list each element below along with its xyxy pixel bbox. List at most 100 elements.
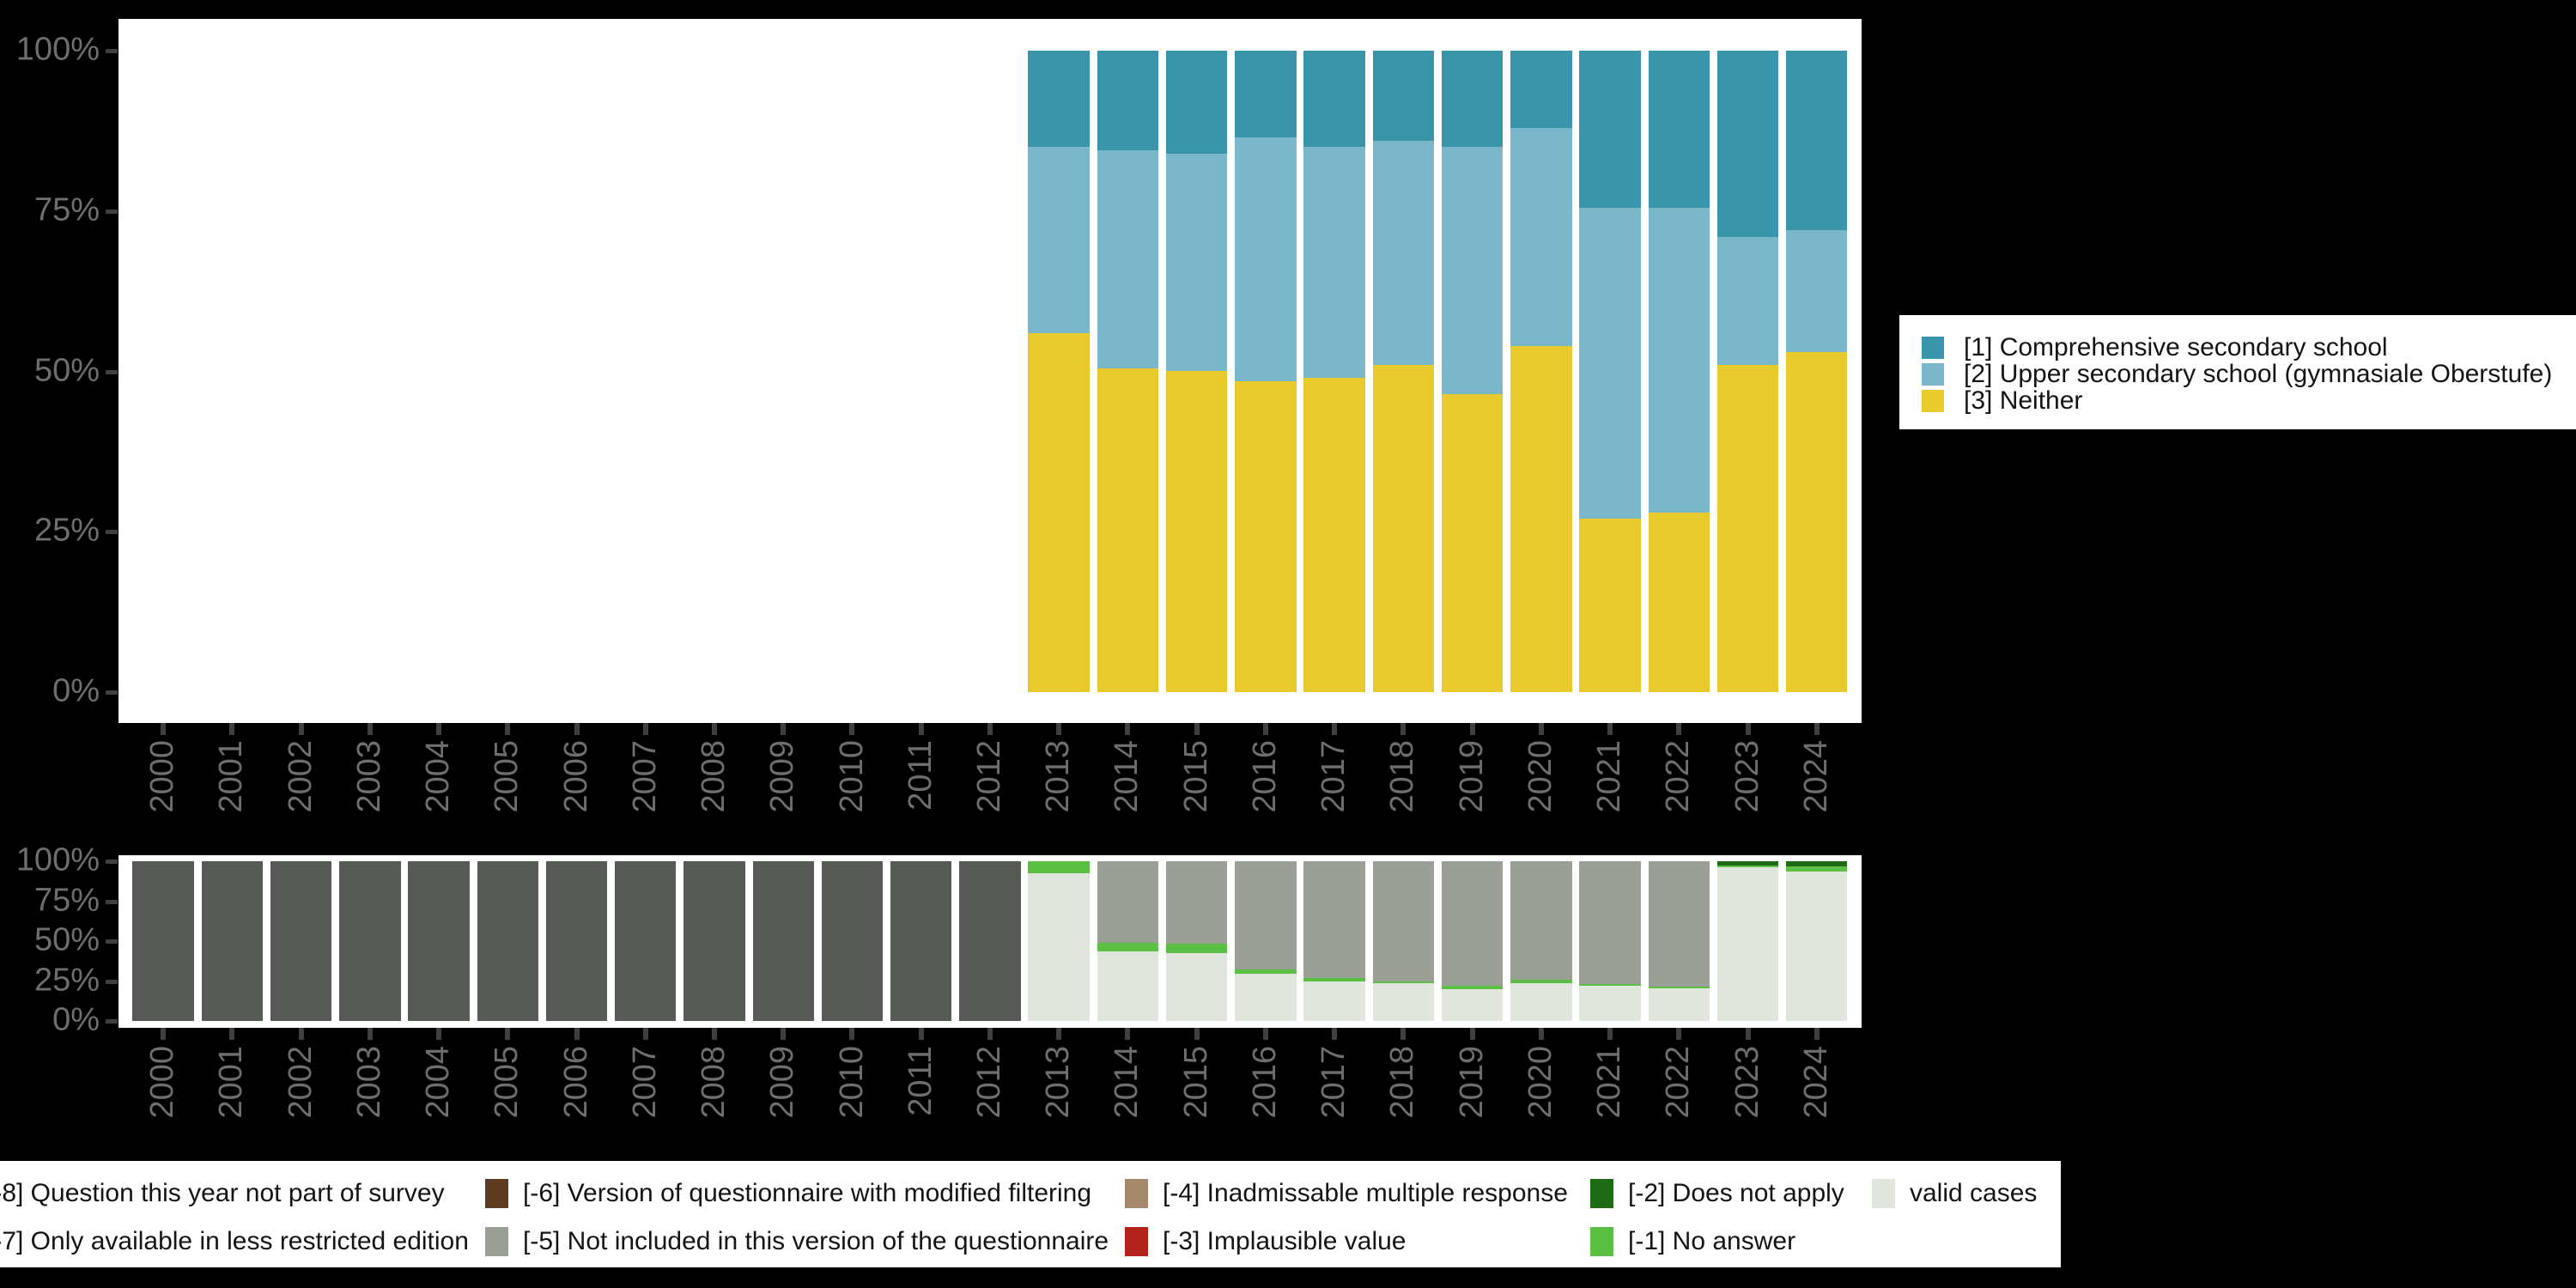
bar-slot-2001 [197,51,266,692]
x-axis-label-2024: 2024 [1797,1046,1834,1119]
bar-slot-2024 [1783,861,1851,1021]
bar-segment [1648,987,1710,1021]
bar-segment [477,861,538,1021]
bar-segment [1235,861,1297,970]
x-axis-tick [367,723,373,735]
x-axis-tick [1538,1028,1544,1040]
legend-label: [-3] Implausible value [1163,1227,1406,1255]
x-axis-label-2007: 2007 [626,740,663,813]
x-axis-label-2020: 2020 [1522,740,1558,813]
bar-2014 [1097,861,1159,1021]
x-axis-tick [987,1028,993,1040]
bar-segment [1786,861,1848,866]
bar-2018 [1372,861,1435,1021]
bar-2018 [1372,51,1435,692]
legend-label: [-1] No answer [1628,1227,1796,1255]
missing-values-x-ticks [118,1028,1862,1040]
bar-slot-2017 [1300,51,1369,692]
x-axis-label-2002: 2002 [282,1046,319,1119]
bar-slot-2010 [817,861,886,1021]
y-axis-tick [106,530,118,535]
x-axis-label-2020: 2020 [1522,1046,1558,1119]
bar-segment [1648,208,1710,513]
bar-slot-2010 [817,51,886,692]
x-axis-label-2009: 2009 [764,1046,801,1119]
bar-slot-2020 [1507,861,1576,1021]
bar-segment [1028,147,1090,333]
legend-label: [3] Neither [1964,386,2083,415]
x-axis-tick [1469,723,1475,735]
bar-slot-2007 [611,51,680,692]
legend-entry: [2] Upper secondary school (gymnasiale O… [1922,359,2576,388]
bar-segment [1786,51,1848,231]
x-axis-tick [1056,1028,1062,1040]
y-axis-tick [106,860,118,864]
y-axis-label: 75% [33,882,100,919]
legend-entry: valid cases [1872,1178,2037,1209]
x-axis-label-2000: 2000 [144,1046,181,1119]
x-axis-label-2019: 2019 [1453,1046,1490,1119]
bar-slot-2000 [129,861,197,1021]
x-axis-label-2019: 2019 [1453,740,1490,813]
bar-2017 [1303,861,1365,1021]
legend-label: [2] Upper secondary school (gymnasiale O… [1964,359,2553,388]
school-type-x-ticks [118,723,1862,735]
y-axis-tick [106,1019,118,1024]
legend-column: [-6] Version of questionnaire with modif… [485,1161,1109,1267]
bar-slot-2019 [1437,51,1506,692]
bar-slot-2003 [336,861,404,1021]
x-axis-tick [849,1028,855,1040]
bar-segment [1372,51,1435,141]
bar-2020 [1510,861,1572,1021]
bar-slot-2011 [887,861,956,1021]
category-legend: [1] Comprehensive secondary school [2] Up… [1899,315,2576,429]
x-axis-tick [505,1028,511,1040]
x-axis-tick [1607,723,1613,735]
bar-2024 [1786,861,1848,1021]
bar-slot-2018 [1369,51,1437,692]
x-axis-label-2005: 2005 [489,740,526,813]
bar-segment [1028,861,1090,873]
x-axis-tick [436,723,442,735]
y-axis-tick [106,939,118,944]
bar-segment [1165,861,1228,944]
x-axis-label-2016: 2016 [1246,740,1283,813]
x-axis-tick [918,723,924,735]
bar-segment [1786,872,1848,1021]
bar-segment [1510,983,1572,1021]
bar-slot-2017 [1300,861,1369,1021]
bar-2010 [821,861,884,1021]
x-axis-tick [1676,1028,1682,1040]
legend-label: valid cases [1910,1179,2038,1207]
legend-label: [-6] Version of questionnaire with modif… [523,1179,1092,1207]
x-axis-label-2024: 2024 [1797,740,1834,813]
legend-label: [-2] Does not apply [1628,1179,1844,1207]
missing-codes-legend: [-8] Question this year not part of surv… [0,1161,2061,1267]
x-axis-label-2021: 2021 [1591,740,1628,813]
x-axis-tick [1056,723,1062,735]
x-axis-label-2003: 2003 [350,1046,387,1119]
x-axis-label-2001: 2001 [213,1046,250,1119]
legend-label: [-7] Only available in less restricted e… [0,1227,469,1255]
bar-slot-2013 [1024,861,1093,1021]
x-axis-label-2000: 2000 [144,740,181,813]
bar-segment [1716,865,1779,868]
bar-slot-2002 [266,861,335,1021]
x-axis-tick [298,1028,304,1040]
legend-label: [1] Comprehensive secondary school [1964,332,2388,361]
y-axis-tick [106,979,118,984]
y-axis-label: 50% [33,921,100,958]
y-axis-label: 25% [33,962,100,999]
bar-segment [1786,230,1848,353]
x-axis-label-2015: 2015 [1177,740,1214,813]
bar-2008 [683,861,745,1021]
legend-column: valid cases [1872,1161,2037,1267]
bar-segment [1303,977,1365,982]
x-axis-label-2022: 2022 [1660,1046,1697,1119]
bar-slot-2003 [336,51,404,692]
bar-slot-2015 [1163,51,1231,692]
x-axis-label-2023: 2023 [1728,1046,1765,1119]
x-axis-label-2008: 2008 [696,1046,732,1119]
bar-segment [1372,861,1435,981]
